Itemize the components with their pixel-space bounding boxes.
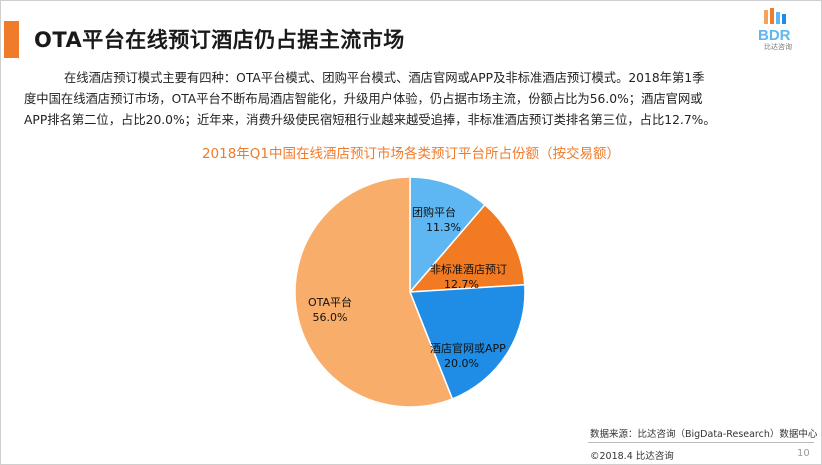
pie-slice <box>408 203 526 293</box>
slice-value-label: 56.0% <box>313 311 348 324</box>
slice-label: 非标准酒店预订 <box>430 262 507 276</box>
intro-line: 在线酒店预订模式主要有四种：OTA平台模式、团购平台模式、酒店官网或APP及非标… <box>64 71 705 85</box>
page-number: 10 <box>797 448 810 459</box>
intro-line: APP排名第二位，占比20.0%；近年来，消费升级使民宿短租行业越来越受追捧，非… <box>24 113 716 127</box>
slice-label: 团购平台 <box>412 205 456 219</box>
data-source: 数据来源：比达咨询（BigData-Research）数据中心 <box>590 429 818 440</box>
slice-value-label: 12.7% <box>444 278 479 291</box>
copyright-text: ©2018.4 比达咨询 <box>590 451 674 462</box>
slice-label: OTA平台 <box>308 295 352 309</box>
title-accent-bar <box>4 21 19 58</box>
pie-slice <box>294 176 454 408</box>
chart-title: 2018年Q1中国在线酒店预订市场各类预订平台所占份额（按交易额） <box>201 146 621 162</box>
logo-subtext: 比达咨询 <box>764 42 792 50</box>
slice-value-label: 20.0% <box>444 357 479 370</box>
slice-label: 酒店官网或APP <box>430 341 506 355</box>
bdr-logo: BDR 比达咨询 <box>750 8 812 51</box>
intro-line: 度中国在线酒店预订市场，OTA平台不断布局酒店智能化，升级用户体验，仍占据市场主… <box>24 92 703 106</box>
pie-slice <box>408 283 526 400</box>
intro-paragraph: 在线酒店预订模式主要有四种：OTA平台模式、团购平台模式、酒店官网或APP及非标… <box>24 68 780 131</box>
slice-value-label: 11.3% <box>426 221 461 234</box>
logo-text: BDR <box>758 27 791 44</box>
page-title: OTA平台在线预订酒店仍占据主流市场 <box>34 28 405 52</box>
logo-bars-icon <box>764 8 786 24</box>
pie-slice <box>409 176 487 295</box>
footer-divider <box>588 442 814 443</box>
